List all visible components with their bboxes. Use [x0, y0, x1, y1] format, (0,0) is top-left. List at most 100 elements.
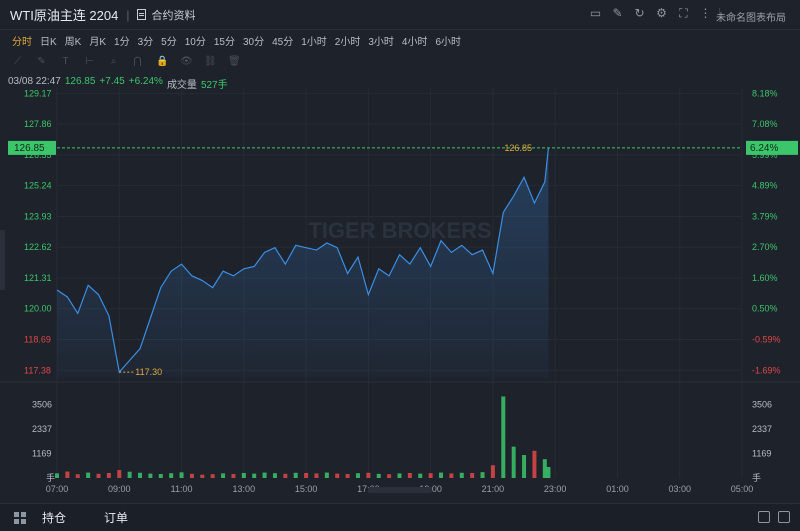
pct-tick-label: 3.79% [752, 211, 778, 221]
period-12[interactable]: 2小时 [334, 36, 361, 48]
pct-tick-label: 2.70% [752, 242, 778, 252]
measure-tool-icon[interactable]: ⊢ [85, 55, 94, 67]
volume-bar [252, 473, 257, 478]
high-marker-label: 126.85 [504, 143, 532, 153]
toolbar-icons: ▭ ✎ ↻ ⚙ ⛶ ⋮ [589, 7, 712, 20]
period-14[interactable]: 4小时 [401, 36, 428, 48]
tab-positions[interactable]: 持仓 [42, 511, 67, 525]
volume-bar [532, 450, 537, 478]
pen-tool-icon[interactable]: ✎ [37, 55, 46, 67]
quote-change: +7.45 [99, 76, 125, 87]
period-6[interactable]: 5分 [161, 36, 177, 48]
period-1[interactable]: 日K [40, 36, 57, 48]
magnet-tool-icon[interactable]: ⋂ [133, 55, 142, 67]
title-separator: | [126, 7, 130, 22]
period-10[interactable]: 45分 [272, 36, 294, 48]
more-icon[interactable]: ⋮ [699, 6, 712, 20]
expand-icon[interactable] [778, 511, 790, 523]
volume-bar [65, 471, 70, 478]
period-0[interactable]: 分时 [12, 36, 32, 48]
price-tick-label: 117.38 [24, 365, 51, 375]
volume-bar [439, 472, 444, 478]
trash-tool-icon[interactable]: 🗑 [228, 55, 241, 67]
volume-label: 成交量 [166, 80, 197, 91]
price-line[interactable] [56, 147, 550, 374]
line-tool-icon[interactable]: ⟋ [14, 55, 21, 67]
volume-bar [490, 465, 495, 478]
volume-bar [200, 474, 205, 478]
volume-bar [106, 472, 111, 478]
pct-tick-label: 4.89% [752, 181, 778, 191]
volume-bar [355, 473, 360, 478]
volume-bar [75, 474, 80, 478]
volume-bar [428, 473, 433, 478]
period-3[interactable]: 月K [89, 36, 107, 48]
current-pct-label: 6.24% [750, 143, 778, 154]
volume-bar [241, 472, 246, 478]
volume-bar [293, 472, 298, 478]
refresh-icon[interactable]: ↻ [634, 6, 645, 20]
settings-icon[interactable]: ⚙ [656, 6, 667, 20]
volume-tick-label-right: 1169 [752, 449, 771, 459]
period-9[interactable]: 30分 [242, 36, 265, 48]
x-tick-label: 01:00 [606, 484, 629, 494]
lock-tool-icon[interactable]: 🔒 [156, 55, 169, 67]
zoom-tool-icon[interactable]: ⌕ [110, 55, 117, 67]
current-price-tag [8, 140, 56, 155]
quote-price: 126.85 [64, 76, 96, 87]
grid-icon[interactable] [14, 512, 26, 524]
eye-tool-icon[interactable]: 👁 [180, 55, 193, 67]
volume-bar [55, 473, 59, 478]
layout-name[interactable]: 未命名图表布局 [716, 13, 786, 24]
contract-info-button[interactable]: 合约资料 [137, 7, 195, 23]
top-bar: WTI原油主连 2204 | 合约资料 ▭ ✎ ↻ ⚙ ⛶ ⋮ 未命名图表布局 [0, 0, 800, 30]
volume-tick-label: 2337 [32, 424, 52, 434]
volume-bar [335, 473, 340, 478]
x-tick-label: 21:00 [482, 484, 505, 494]
period-5[interactable]: 3分 [137, 36, 154, 48]
volume-bar [511, 446, 516, 478]
period-11[interactable]: 1小时 [301, 36, 327, 48]
price-chart[interactable]: 07:0009:0011:0013:0015:0017:0019:0021:00… [0, 88, 800, 494]
instrument-title: WTI原油主连 2204 [10, 8, 119, 23]
x-tick-label: 07:00 [46, 484, 69, 494]
screen-icon[interactable]: ▭ [589, 6, 602, 20]
price-tick-label: 122.62 [24, 242, 52, 252]
period-7[interactable]: 10分 [184, 36, 206, 48]
period-13[interactable]: 3小时 [368, 36, 394, 48]
volume-bar [459, 472, 464, 478]
period-15[interactable]: 6小时 [435, 36, 462, 48]
volume-bar [418, 473, 423, 478]
pct-tick-label: 8.18% [752, 88, 778, 98]
current-price-label: 126.85 [14, 143, 45, 154]
period-2[interactable]: 周K [64, 36, 82, 48]
volume-bar [522, 455, 527, 478]
pct-tick-label: 7.08% [752, 119, 778, 129]
text-tool-icon[interactable]: T [62, 55, 69, 67]
volume-tick-label: 3506 [32, 400, 52, 410]
fullscreen-icon[interactable]: ⛶ [679, 6, 688, 20]
period-4[interactable]: 1分 [114, 36, 130, 48]
volume-bar [345, 474, 350, 478]
bottom-bar: 持仓 订单 [0, 503, 800, 531]
volume-bar [376, 473, 381, 478]
price-tick-label: 125.24 [24, 181, 52, 191]
restore-icon[interactable] [758, 511, 770, 523]
timeline-scroll-handle[interactable] [368, 487, 432, 493]
pct-tick-label: 5.99% [752, 150, 778, 160]
price-tick-label: 121.31 [24, 273, 52, 283]
x-tick-label: 03:00 [668, 484, 691, 494]
quote-time: 03/08 22:47 [8, 76, 61, 87]
volume-bar [272, 473, 277, 478]
price-tick-label: 127.86 [24, 119, 52, 129]
tab-orders[interactable]: 订单 [104, 511, 129, 525]
quote-volume: 527手 [200, 80, 228, 91]
volume-bar [262, 472, 267, 478]
volume-bar [480, 472, 485, 478]
edit-icon[interactable]: ✎ [612, 6, 623, 20]
volume-bar [397, 473, 402, 478]
volume-bar [148, 473, 153, 478]
period-8[interactable]: 15分 [213, 36, 235, 48]
link-tool-icon[interactable]: ⛓ [204, 55, 217, 67]
side-panel-handle[interactable] [0, 230, 5, 290]
